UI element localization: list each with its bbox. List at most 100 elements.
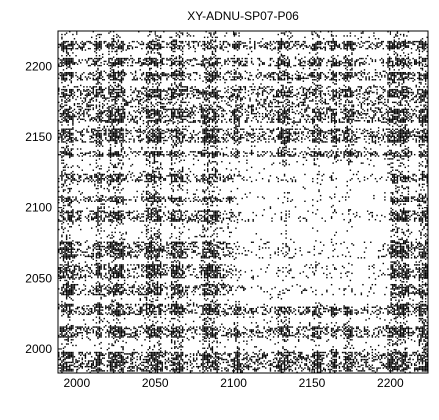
data-point (147, 42, 148, 43)
data-point (108, 155, 109, 156)
data-point (111, 251, 112, 252)
data-point (155, 353, 156, 354)
data-point (149, 62, 150, 63)
data-point (67, 97, 68, 98)
data-point (152, 179, 153, 180)
data-point (104, 199, 105, 200)
data-point (115, 309, 116, 310)
data-point (100, 273, 101, 274)
data-point (116, 294, 117, 295)
data-point (104, 188, 105, 189)
data-point (146, 332, 147, 333)
data-point (116, 154, 117, 155)
data-point (105, 130, 106, 131)
data-point (127, 48, 128, 49)
data-point (127, 181, 128, 182)
data-point (72, 213, 73, 214)
data-point (74, 333, 75, 334)
data-point (124, 247, 125, 248)
data-point (96, 136, 97, 137)
data-point (82, 307, 83, 308)
data-point (118, 355, 119, 356)
data-point (115, 73, 116, 74)
data-point (100, 353, 101, 354)
data-point (82, 352, 83, 353)
data-point (99, 58, 100, 59)
data-point (78, 288, 79, 289)
data-point (100, 242, 101, 243)
data-point (100, 333, 101, 334)
data-point (60, 175, 61, 176)
data-point (108, 177, 109, 178)
data-point (115, 141, 116, 142)
data-point (74, 138, 75, 139)
data-point (69, 237, 70, 238)
data-point (93, 120, 94, 121)
data-point (77, 328, 78, 329)
data-point (151, 47, 152, 48)
data-point (118, 48, 119, 49)
data-point (96, 305, 97, 306)
data-point (129, 215, 130, 216)
data-point (151, 250, 152, 251)
data-point (149, 126, 150, 127)
data-point (116, 311, 117, 312)
data-point (96, 83, 97, 84)
data-point (78, 121, 79, 122)
data-point (91, 366, 92, 367)
data-point (88, 199, 89, 200)
data-point (146, 292, 147, 293)
data-point (86, 113, 87, 114)
data-point (155, 336, 156, 337)
data-point (111, 249, 112, 250)
data-point (104, 295, 105, 296)
data-point (149, 89, 150, 90)
data-point (115, 291, 116, 292)
data-point (63, 260, 64, 261)
data-point (152, 73, 153, 74)
data-point (151, 304, 152, 305)
data-point (72, 179, 73, 180)
data-point (75, 277, 76, 278)
data-point (80, 95, 81, 96)
data-point (135, 304, 136, 305)
data-point (93, 151, 94, 152)
data-point (104, 97, 105, 98)
data-point (124, 218, 125, 219)
data-point (124, 335, 125, 336)
data-point (154, 90, 155, 91)
data-point (96, 55, 97, 56)
data-point (97, 172, 98, 173)
data-point (99, 42, 100, 43)
data-point (121, 273, 122, 274)
data-point (136, 218, 137, 219)
data-point (99, 112, 100, 113)
data-point (129, 244, 130, 245)
data-point (121, 242, 122, 243)
data-point (129, 199, 130, 200)
data-point (143, 249, 144, 250)
data-point (71, 177, 72, 178)
data-point (89, 360, 90, 361)
data-point (96, 309, 97, 310)
data-point (147, 72, 148, 73)
data-point (67, 201, 68, 202)
data-point (89, 106, 90, 107)
data-point (113, 356, 114, 357)
data-point (154, 138, 155, 139)
data-point (149, 355, 150, 356)
data-point (118, 123, 119, 124)
data-point (146, 215, 147, 216)
data-point (113, 154, 114, 155)
data-point (113, 35, 114, 36)
data-point (151, 64, 152, 65)
data-point (151, 273, 152, 274)
data-point (96, 167, 97, 168)
data-point (127, 362, 128, 363)
data-point (113, 73, 114, 74)
data-point (85, 198, 86, 199)
data-point (61, 366, 62, 367)
data-point (146, 277, 147, 278)
data-point (110, 138, 111, 139)
data-point (119, 210, 120, 211)
